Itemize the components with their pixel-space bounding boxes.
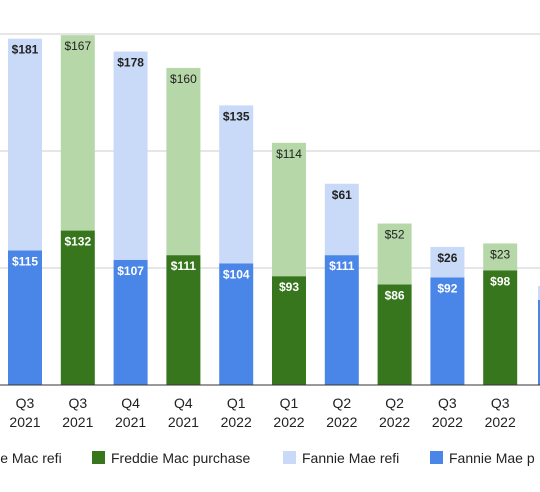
bar-freddie-refi [377, 223, 412, 285]
bar-freddie-refi [60, 35, 95, 231]
bar-fannie-refi [324, 183, 359, 256]
bar-partial [538, 286, 540, 300]
data-label-purchase: $98 [490, 274, 510, 288]
bar-fannie-purchase [430, 277, 465, 385]
bar-fannie-refi [113, 51, 148, 260]
bar-partial [538, 300, 540, 385]
x-tick-year: 2022 [326, 414, 357, 430]
data-label-purchase: $111 [329, 259, 355, 273]
bar-freddie-purchase [166, 255, 201, 385]
bar-freddie-refi [483, 243, 518, 271]
bar-fannie-purchase [8, 250, 42, 385]
x-tick-year: 2021 [62, 414, 93, 430]
x-tick-quarter: Q2 [385, 395, 404, 411]
legend-swatch [92, 451, 105, 464]
data-label-refi: $61 [332, 188, 352, 202]
legend-label: Fannie Mae refi [302, 450, 399, 466]
x-axis: Q3 2021 Q3 2021 Q4 2021 Q4 2021 Q1 2022 Q1 2022 Q2 20… [0, 384, 540, 430]
bars: $115 $181 $132 $167 $107 $178 $111 $160 $104 $135… [8, 35, 540, 385]
x-tick-quarter: Q3 [438, 395, 457, 411]
data-label-refi: $26 [437, 251, 457, 265]
x-tick-year: 2021 [115, 414, 146, 430]
x-tick-year: 2021 [168, 414, 199, 430]
bar-fannie-purchase [324, 255, 359, 385]
data-label-refi: $135 [223, 109, 250, 123]
data-label-refi: $167 [64, 39, 91, 53]
x-tick-quarter: Q3 [68, 395, 87, 411]
x-tick-year: 2022 [432, 414, 463, 430]
data-label-purchase: $92 [437, 281, 457, 295]
bar-fannie-purchase [113, 259, 148, 385]
x-tick-quarter: Q3 [16, 395, 35, 411]
data-label-purchase: $115 [12, 254, 38, 268]
legend-swatch [283, 451, 296, 464]
bar-freddie-purchase [483, 270, 518, 385]
x-tick-year: 2022 [379, 414, 410, 430]
x-tick-quarter: Q4 [174, 395, 193, 411]
data-label-purchase: $111 [171, 259, 197, 273]
bar-fannie-refi [8, 38, 42, 251]
data-label-purchase: $104 [223, 267, 250, 281]
bar-fannie-purchase [219, 263, 254, 385]
x-tick-year: 2022 [485, 414, 516, 430]
bar-freddie-purchase [60, 230, 95, 385]
bar-fannie-refi [430, 246, 465, 278]
x-tick-quarter: Q2 [332, 395, 351, 411]
data-label-purchase: $93 [279, 280, 299, 294]
bar-freddie-refi [272, 142, 306, 277]
bar-freddie-purchase [377, 284, 412, 385]
data-label-refi: $178 [117, 56, 144, 70]
x-tick-quarter: Q1 [227, 395, 246, 411]
data-label-purchase: $86 [385, 288, 405, 302]
x-tick-quarter: Q3 [491, 395, 510, 411]
bar-freddie-purchase [272, 276, 306, 385]
data-label-refi: $23 [490, 247, 510, 261]
data-label-refi: $52 [385, 228, 405, 242]
legend-swatch [430, 451, 443, 464]
x-tick-year: 2022 [221, 414, 252, 430]
data-label-purchase: $132 [64, 235, 91, 249]
x-tick-quarter: Q4 [121, 395, 140, 411]
x-tick-year: 2022 [273, 414, 304, 430]
legend: lie Mac refi Freddie Mac purchase Fannie M… [0, 450, 535, 466]
legend-label: Fannie Mae p [449, 450, 535, 466]
bar-freddie-refi [166, 67, 201, 256]
legend-label: lie Mac refi [0, 450, 62, 466]
legend-label: Freddie Mac purchase [111, 450, 251, 466]
data-label-refi: $181 [12, 43, 39, 57]
data-label-purchase: $107 [117, 264, 144, 278]
x-tick-quarter: Q1 [280, 395, 299, 411]
data-label-refi: $160 [170, 72, 197, 86]
x-tick-year: 2021 [9, 414, 40, 430]
bar-fannie-refi [219, 105, 254, 264]
data-label-refi: $114 [276, 147, 302, 161]
